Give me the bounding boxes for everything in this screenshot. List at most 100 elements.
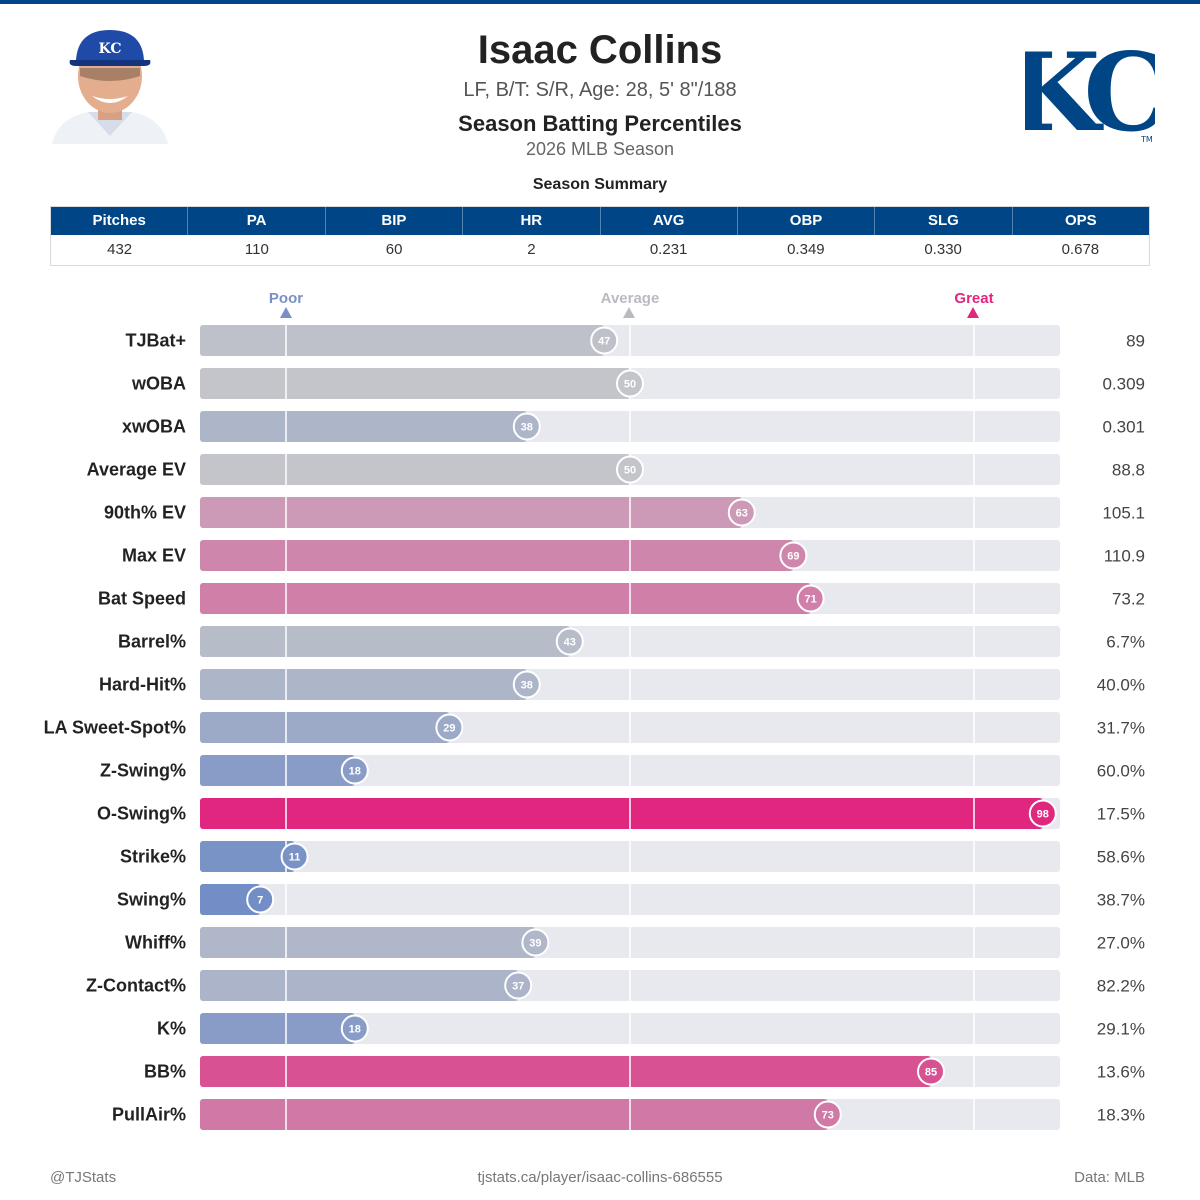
metric-label: Max EV (122, 546, 186, 566)
metric-value: 82.2% (1097, 977, 1145, 996)
percentile-label: 63 (736, 508, 748, 520)
player-name: Isaac Collins (477, 28, 723, 72)
metric-value: 38.7% (1097, 891, 1145, 910)
metric-label: 90th% EV (104, 503, 186, 523)
percentile-dot (779, 541, 808, 570)
percentile-label: 98 (1037, 809, 1049, 821)
chart-subtitle: 2026 MLB Season (525, 139, 675, 159)
percentile-label: 69 (787, 551, 799, 563)
percentile-bar (200, 583, 811, 614)
metric-value: 29.1% (1097, 1020, 1145, 1039)
summary-header-cell: SLG (875, 207, 1013, 235)
summary-value-cell: 0.678 (1061, 241, 1100, 258)
metric-label: Barrel% (118, 632, 186, 652)
chart-title: Season Batting Percentiles (458, 111, 742, 136)
metric-value: 17.5% (1097, 805, 1145, 824)
percentile-bar (200, 1056, 931, 1087)
metric-label: Swing% (117, 890, 186, 910)
percentile-label: 29 (443, 723, 455, 735)
summary-header-cell: Pitches (51, 207, 189, 235)
metric-value: 31.7% (1097, 719, 1145, 738)
metric-label: wOBA (131, 374, 186, 394)
metric-label: O-Swing% (97, 804, 186, 824)
metric-value: 6.7% (1106, 633, 1145, 652)
footer-credit: @TJStats (50, 1169, 117, 1186)
percentile-dot (512, 412, 541, 441)
percentile-dot (616, 369, 644, 398)
percentile-bar (200, 626, 570, 657)
percentile-label: 39 (529, 938, 541, 950)
metric-value: 0.301 (1102, 418, 1145, 437)
summary-value-cell: 432 (107, 241, 133, 258)
metric-value: 110.9 (1104, 547, 1145, 566)
percentile-label: 7 (257, 895, 263, 907)
percentile-dot (280, 842, 309, 871)
percentile-dot (813, 1100, 842, 1129)
percentile-dot (616, 455, 644, 484)
percentile-bar (200, 712, 450, 743)
great-marker-triangle (967, 307, 979, 318)
percentile-bar (200, 325, 605, 356)
summary-value-cell: 60 (385, 241, 403, 258)
team-logo-text: KC (1025, 30, 1155, 146)
summary-header-cell: OBP (738, 207, 876, 235)
percentile-label: 43 (564, 637, 576, 649)
poor-marker-label: Poor (268, 290, 304, 307)
percentile-bar (200, 411, 527, 442)
summary-header-cell: OPS (1064, 212, 1097, 229)
percentile-bar-chart: 47 TJBat+ 89 50 wOBA 0.309 38 xwOBA 0.301 50 Avera… (44, 325, 1145, 1130)
percentile-dot (796, 584, 825, 613)
trademark-text: TM (1140, 135, 1153, 144)
percentile-bar (200, 884, 261, 915)
percentile-dot (340, 1014, 369, 1043)
metric-value: 27.0% (1097, 934, 1145, 953)
percentile-bar (200, 669, 527, 700)
metric-label: Z-Swing% (100, 761, 186, 781)
metric-label: K% (157, 1019, 186, 1039)
percentile-bar (200, 454, 630, 485)
metric-label: TJBat+ (125, 331, 186, 351)
season-summary-table: Pitches PA BIP HR AVG OBP SLG OPS 432 11… (50, 206, 1150, 266)
percentile-dot (590, 326, 619, 355)
summary-header-cell: HR (463, 207, 601, 235)
metric-value: 13.6% (1097, 1063, 1145, 1082)
metric-value: 18.3% (1097, 1106, 1145, 1125)
metric-value: 58.6% (1097, 848, 1145, 867)
percentile-dot (512, 670, 541, 699)
percentile-dot (555, 627, 584, 656)
metric-label: Strike% (120, 847, 186, 867)
metric-value: 88.8 (1112, 461, 1145, 480)
percentile-label: 50 (624, 465, 636, 477)
percentile-bar (200, 970, 519, 1001)
percentile-label: 71 (804, 594, 816, 606)
top-accent-bar (0, 0, 1200, 4)
great-marker-label: Great (954, 290, 994, 307)
metric-value: 73.2 (1112, 590, 1145, 609)
percentile-bar (200, 368, 630, 399)
percentile-dot (1028, 799, 1057, 828)
summary-value-cell: 0.231 (649, 241, 688, 258)
poor-marker-triangle (280, 307, 292, 318)
summary-header-row: Pitches PA BIP HR AVG OBP SLG OPS (51, 207, 1149, 235)
summary-header-cell: BIP (326, 207, 464, 235)
metric-value: 89 (1126, 332, 1145, 351)
percentile-dot (917, 1057, 945, 1086)
metric-value: 40.0% (1097, 676, 1145, 695)
summary-value-row: 432 110 60 2 0.231 0.349 0.330 0.678 (51, 235, 1149, 265)
average-marker-label: Average (600, 290, 660, 307)
summary-value-cell: 110 (244, 241, 269, 258)
footer-url: tjstats.ca/player/isaac-collins-686555 (477, 1169, 723, 1186)
summary-title: Season Summary (532, 176, 668, 193)
metric-label: Z-Contact% (86, 976, 186, 996)
summary-header-cell: AVG (601, 207, 738, 235)
percentile-bar (200, 798, 1043, 829)
percentile-label: 37 (512, 981, 524, 993)
summary-value-cell: 0.330 (924, 241, 962, 258)
metric-label: PullAir% (112, 1105, 186, 1125)
metric-value: 0.309 (1102, 375, 1145, 394)
summary-header-cell: PA (188, 207, 326, 235)
metric-label: Whiff% (125, 933, 186, 953)
percentile-bar (200, 497, 742, 528)
metric-label: Bat Speed (98, 589, 186, 609)
percentile-bar (200, 1099, 828, 1130)
